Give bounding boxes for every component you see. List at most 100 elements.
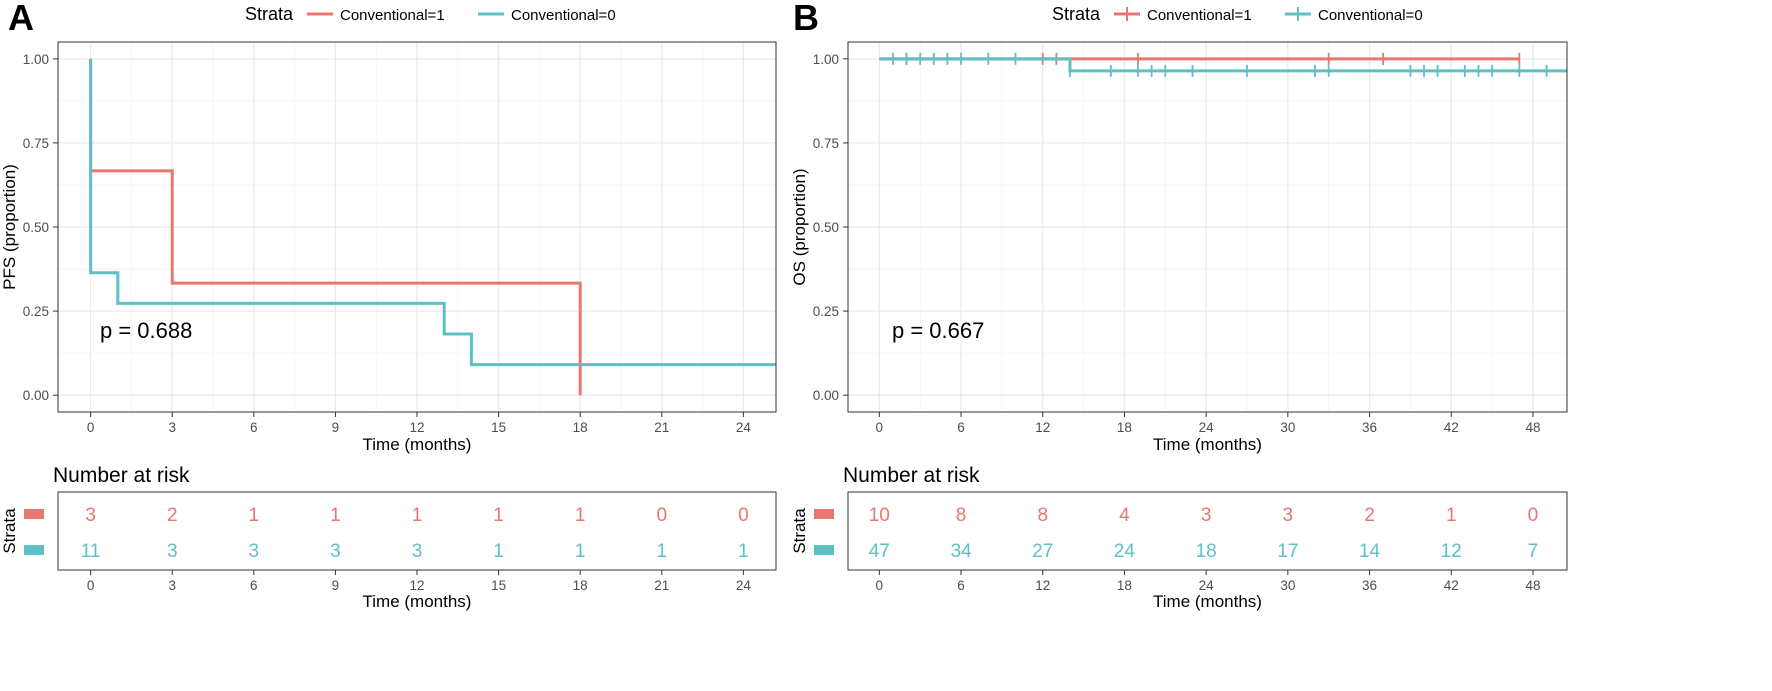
risk-x-tick-label: 18: [1117, 578, 1132, 593]
panel-b: B Strata Conventional=1 Conventional=00 6 12 1…: [790, 0, 1568, 611]
risk-count: 24: [1114, 541, 1136, 562]
y-tick-label: 0.75: [813, 136, 839, 151]
panel-letter: A: [8, 0, 34, 38]
legend-title: Strata: [245, 4, 294, 24]
risk-count: 2: [1364, 505, 1375, 526]
risk-count: 8: [956, 505, 967, 526]
risk-count: 3: [1201, 505, 1212, 526]
risk-x-axis-title: Time (months): [1153, 592, 1262, 611]
risk-x-tick-label: 15: [491, 578, 506, 593]
risk-x-tick-label: 21: [654, 578, 669, 593]
x-tick-label: 18: [1117, 420, 1132, 435]
panel-a: A Strata Conventional=1 Conventional=0 0 3 6 9 1…: [0, 0, 777, 611]
risk-x-tick-label: 30: [1280, 578, 1295, 593]
y-tick-label: 0.00: [23, 388, 49, 403]
y-tick-label: 0.50: [23, 220, 49, 235]
risk-count: 10: [869, 505, 890, 526]
x-tick-label: 21: [654, 420, 669, 435]
x-tick-label: 36: [1362, 420, 1377, 435]
legend-label: Conventional=0: [1318, 7, 1423, 24]
panel-letter: B: [793, 0, 819, 38]
x-tick-label: 0: [87, 420, 95, 435]
risk-count: 7: [1528, 541, 1539, 562]
risk-x-tick-label: 18: [573, 578, 588, 593]
risk-count: 1: [249, 505, 260, 526]
y-tick-label: 0.50: [813, 220, 839, 235]
x-tick-label: 3: [168, 420, 176, 435]
risk-row-key: [24, 545, 44, 555]
risk-count: 12: [1441, 541, 1462, 562]
risk-count: 18: [1196, 541, 1217, 562]
risk-x-tick-label: 12: [1035, 578, 1050, 593]
risk-x-tick-label: 24: [736, 578, 752, 593]
axes: 0 6 12 18 24 30 36 42 48 0.00 0.25 0.50 0.75 1.00 Time…: [790, 52, 1540, 454]
x-tick-label: 12: [409, 420, 424, 435]
risk-count: 3: [330, 541, 341, 562]
x-tick-label: 24: [1199, 420, 1215, 435]
y-tick-label: 1.00: [813, 52, 839, 67]
risk-count: 14: [1359, 541, 1381, 562]
risk-x-tick-label: 3: [168, 578, 176, 593]
risk-x-tick-label: 48: [1525, 578, 1540, 593]
gridlines: [848, 42, 1567, 412]
risk-count: 1: [1446, 505, 1457, 526]
risk-count: 1: [412, 505, 423, 526]
risk-x-axis-title: Time (months): [363, 592, 472, 611]
risk-count: 3: [1283, 505, 1294, 526]
risk-count: 3: [167, 541, 178, 562]
y-tick-label: 0.25: [23, 304, 49, 319]
survival-curves: [879, 52, 1567, 77]
risk-count: 1: [493, 505, 504, 526]
risk-count: 0: [656, 505, 667, 526]
risk-count: 47: [869, 541, 890, 562]
km-curve-conv0: [89, 58, 776, 367]
risk-count: 8: [1037, 505, 1048, 526]
x-tick-label: 6: [250, 420, 258, 435]
risk-strata-label: Strata: [790, 508, 809, 554]
risk-count: 34: [950, 541, 972, 562]
risk-x-tick-label: 36: [1362, 578, 1377, 593]
x-tick-label: 6: [957, 420, 965, 435]
risk-count: 4: [1119, 505, 1130, 526]
risk-row-key: [814, 545, 834, 555]
legend-label: Conventional=1: [1147, 7, 1252, 24]
risk-table-frame: [847, 491, 1568, 571]
risk-count: 17: [1277, 541, 1298, 562]
risk-x-tick-label: 42: [1444, 578, 1459, 593]
risk-row-key: [814, 509, 834, 519]
y-tick-label: 0.75: [23, 136, 49, 151]
legend: Strata Conventional=1 Conventional=0: [1052, 4, 1423, 24]
p-value: p = 0.688: [100, 318, 192, 343]
risk-count: 1: [493, 541, 504, 562]
risk-count: 11: [81, 541, 101, 562]
risk-x-tick-label: 9: [332, 578, 340, 593]
risk-table-title: Number at risk: [843, 464, 980, 487]
risk-row-key: [24, 509, 44, 519]
x-tick-label: 9: [332, 420, 340, 435]
x-tick-label: 30: [1280, 420, 1295, 435]
legend: Strata Conventional=1 Conventional=0: [245, 4, 616, 24]
risk-count: 0: [1528, 505, 1539, 526]
gridlines: [58, 42, 776, 412]
risk-count: 3: [85, 505, 96, 526]
risk-strata-label: Strata: [0, 508, 19, 554]
risk-x-tick-label: 6: [250, 578, 258, 593]
x-tick-label: 12: [1035, 420, 1050, 435]
risk-count: 3: [249, 541, 260, 562]
x-axis-title: Time (months): [1153, 435, 1262, 454]
risk-count: 1: [575, 541, 586, 562]
legend-label: Conventional=0: [511, 7, 616, 24]
risk-count: 1: [738, 541, 749, 562]
risk-x-tick-label: 12: [409, 578, 424, 593]
risk-x-tick-label: 0: [87, 578, 95, 593]
km-curve-conv0: [879, 57, 1567, 73]
risk-count: 27: [1032, 541, 1053, 562]
x-tick-label: 48: [1525, 420, 1540, 435]
y-axis-title: OS (proportion): [790, 168, 809, 285]
risk-x-tick-label: 6: [957, 578, 965, 593]
risk-count: 1: [656, 541, 667, 562]
y-tick-label: 0.25: [813, 304, 839, 319]
